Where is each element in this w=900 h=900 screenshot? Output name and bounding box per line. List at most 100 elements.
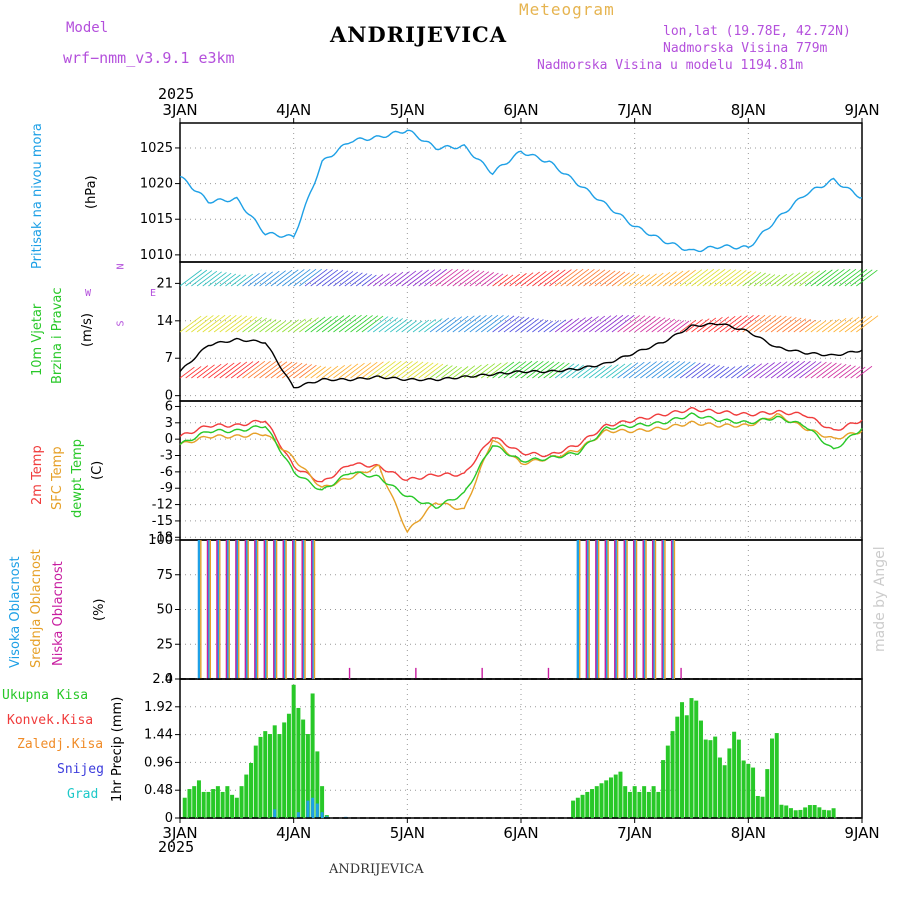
wind-barb (850, 366, 866, 379)
wind-barb (429, 317, 450, 333)
wind-barb (435, 268, 459, 287)
wind-barb (304, 269, 328, 287)
wind-barb (424, 268, 447, 287)
precip-bar (215, 786, 220, 818)
temp-label-sfc: SFC Temp (50, 446, 65, 510)
y-tick-label: 7 (165, 351, 173, 366)
wind-barb (748, 314, 771, 333)
wind-barb (679, 362, 701, 379)
y-tick-label: 0.96 (144, 755, 173, 770)
wind-barb (344, 272, 363, 287)
wind-barb (299, 364, 317, 379)
wind-barb (378, 272, 397, 287)
wind-barb (731, 364, 749, 379)
wind-barb (793, 271, 814, 287)
wind-barb (515, 317, 535, 333)
wind-barb (588, 269, 611, 287)
wind-barb (765, 315, 787, 333)
compass-e: E (150, 288, 157, 299)
wind-barb (816, 362, 837, 379)
wind-barb (219, 362, 241, 379)
wind-barb (327, 364, 345, 379)
y-tick-label: 0.48 (144, 783, 173, 798)
wind-barb (606, 314, 629, 333)
y-tick-label: -9 (160, 481, 173, 496)
day-label-top: 5JAN (390, 101, 425, 119)
wind-barb (412, 362, 434, 379)
wind-barb (844, 316, 866, 333)
wind-barb (583, 269, 606, 287)
wind-barb (804, 320, 821, 333)
precip-bar (249, 762, 254, 818)
y-tick-label: 21 (156, 276, 173, 291)
wind-barb (526, 270, 547, 287)
wind-barb (509, 317, 530, 333)
wind-barb (196, 364, 215, 379)
precip-bar (703, 739, 708, 818)
wind-barb (685, 269, 709, 287)
y-tick-label: -12 (152, 498, 173, 513)
wind-barb (498, 274, 514, 287)
wind-barb (270, 320, 286, 333)
wind-barb (202, 314, 226, 333)
precip-bar (708, 740, 713, 818)
precip-bar (755, 795, 760, 818)
precip-bar (196, 780, 201, 818)
y-tick-label: 25 (156, 637, 173, 652)
precip-bar (651, 786, 656, 818)
wind-barb (407, 269, 429, 287)
wind-barb (265, 361, 288, 379)
wind-barb (742, 363, 763, 379)
wind-barb (668, 320, 685, 333)
wind-barb (674, 361, 696, 379)
wind-barb (634, 361, 657, 379)
wind-barb (566, 317, 586, 333)
wind-barb (577, 316, 599, 333)
precip-bar (594, 786, 599, 818)
wind-barb (219, 273, 237, 287)
wind-barb (350, 315, 373, 333)
wind-barb (492, 315, 515, 333)
precip-bar (599, 783, 604, 818)
day-label-bottom: 5JAN (390, 824, 425, 842)
precip-bar (774, 733, 779, 818)
wind-barb (372, 360, 396, 379)
wind-barb (475, 314, 499, 333)
wind-barb (327, 315, 351, 333)
y-tick-label: 1025 (140, 141, 173, 156)
wind-barb (446, 366, 462, 379)
compass-n: N (115, 263, 127, 270)
wind-barb (208, 272, 227, 287)
footer-station: ANDRIJEVICA (329, 862, 424, 877)
wind-barb (225, 315, 248, 333)
wind-barb (571, 316, 593, 333)
snow-bar (273, 809, 277, 818)
precip-bar (220, 791, 225, 818)
wind-barb (384, 318, 403, 333)
wind-barb (651, 360, 675, 379)
wind-barb (310, 316, 332, 333)
wind-barb (293, 364, 312, 379)
station-title: ANDRIJEVICA (330, 22, 508, 47)
wind-barb (463, 270, 485, 287)
wind-barb (782, 272, 801, 287)
wind-barb (276, 269, 299, 287)
precip-bar (585, 791, 590, 818)
precip-bar (665, 745, 670, 818)
wind-barb (503, 316, 525, 333)
wind-barb (321, 270, 344, 287)
wind-barb (833, 364, 852, 379)
wind-barb (191, 270, 213, 287)
precip-bar (282, 722, 287, 818)
wind-label-1: 10m Vjetar (30, 303, 45, 376)
wind-barb (748, 362, 769, 379)
wind-barb (520, 360, 544, 379)
precip-bar (770, 738, 775, 818)
cloud-label-high: Visoka Oblacnost (8, 556, 23, 668)
wind-barb (287, 268, 311, 287)
wind-barb (259, 270, 280, 287)
wind-barb (361, 274, 377, 287)
wind-barb (821, 318, 840, 333)
precip-legend-conv: Konvek.Kisa (7, 713, 94, 728)
wind-barb (480, 315, 504, 333)
